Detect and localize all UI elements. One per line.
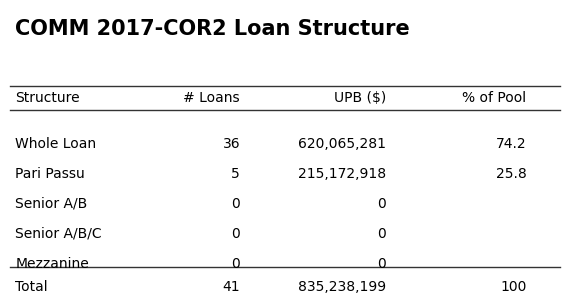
Text: 0: 0 — [377, 197, 386, 211]
Text: # Loans: # Loans — [184, 91, 240, 105]
Text: Pari Passu: Pari Passu — [15, 167, 85, 181]
Text: 0: 0 — [231, 197, 240, 211]
Text: Total: Total — [15, 280, 48, 294]
Text: % of Pool: % of Pool — [462, 91, 527, 105]
Text: Senior A/B: Senior A/B — [15, 197, 88, 211]
Text: Senior A/B/C: Senior A/B/C — [15, 227, 102, 241]
Text: 0: 0 — [231, 257, 240, 270]
Text: Mezzanine: Mezzanine — [15, 257, 89, 270]
Text: 0: 0 — [377, 257, 386, 270]
Text: 100: 100 — [500, 280, 527, 294]
Text: 41: 41 — [222, 280, 240, 294]
Text: 25.8: 25.8 — [496, 167, 527, 181]
Text: Structure: Structure — [15, 91, 80, 105]
Text: 620,065,281: 620,065,281 — [298, 137, 386, 151]
Text: Whole Loan: Whole Loan — [15, 137, 96, 151]
Text: 0: 0 — [377, 227, 386, 241]
Text: 0: 0 — [231, 227, 240, 241]
Text: 215,172,918: 215,172,918 — [298, 167, 386, 181]
Text: 5: 5 — [231, 167, 240, 181]
Text: 36: 36 — [222, 137, 240, 151]
Text: 74.2: 74.2 — [496, 137, 527, 151]
Text: UPB ($): UPB ($) — [334, 91, 386, 105]
Text: 835,238,199: 835,238,199 — [298, 280, 386, 294]
Text: COMM 2017-COR2 Loan Structure: COMM 2017-COR2 Loan Structure — [15, 19, 410, 39]
